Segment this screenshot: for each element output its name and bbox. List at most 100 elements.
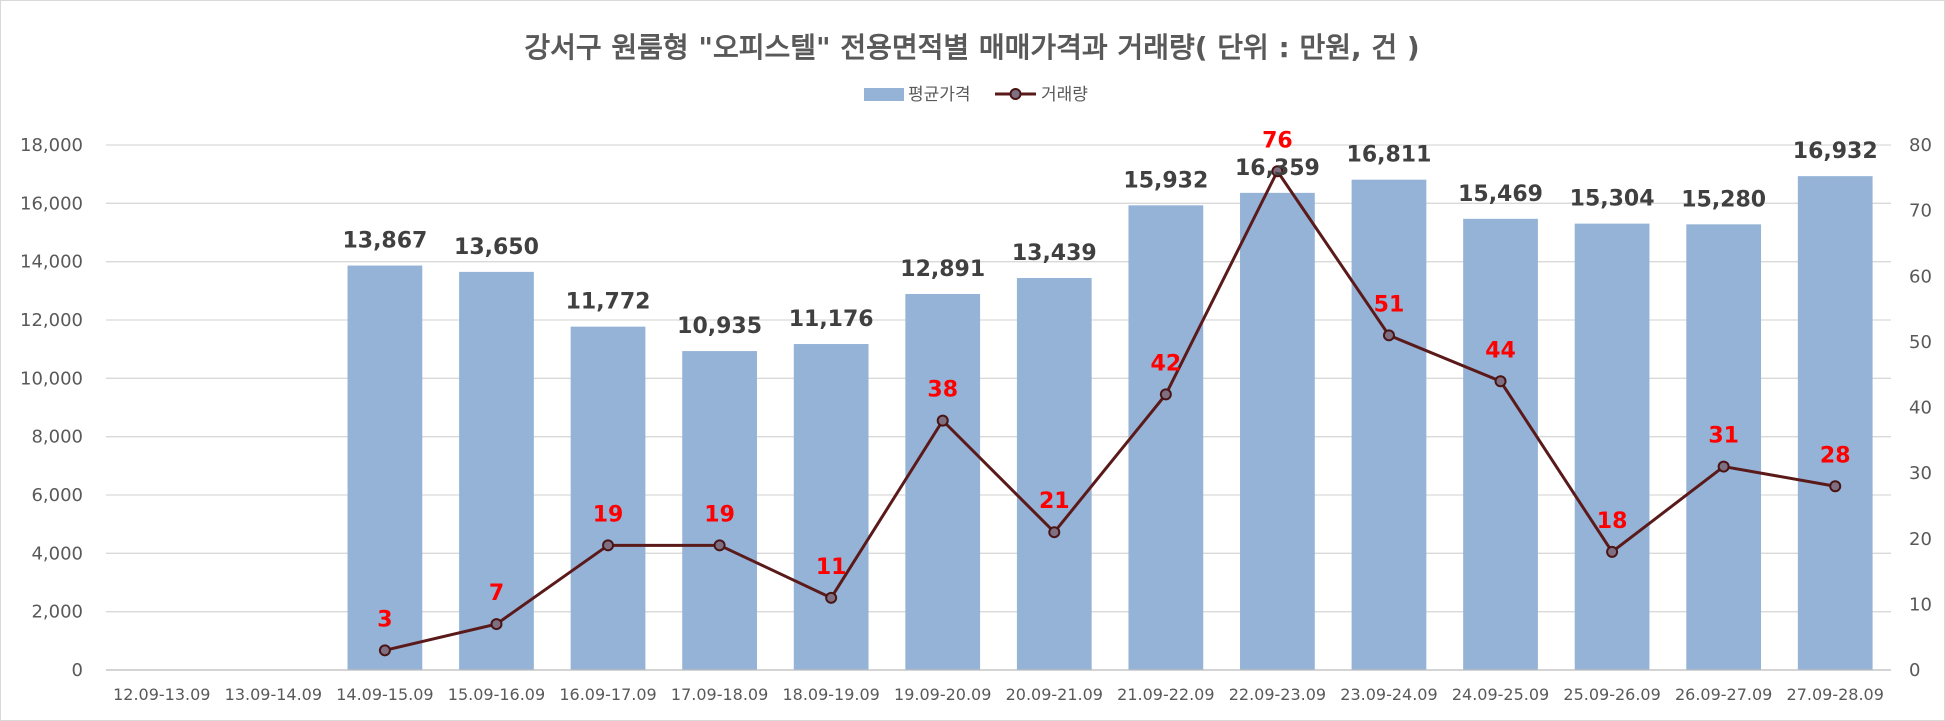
line-point [1382,329,1395,342]
y-left-tick-label: 10,000 [20,368,83,389]
y-left-tick-label: 18,000 [20,135,83,156]
line-point [936,414,949,427]
line-value-label: 7 [489,581,504,606]
x-tick-label: 24.09-25.09 [1452,685,1549,704]
y-left-tick-label: 14,000 [20,252,83,273]
line-point [1717,460,1730,473]
bar-value-label: 10,935 [677,314,762,339]
y-right-tick-label: 70 [1909,201,1932,222]
bar-value-label: 15,304 [1570,187,1655,212]
y-right-tick-label: 80 [1909,135,1932,156]
y-right-tick-label: 60 [1909,266,1932,287]
x-tick-label: 19.09-20.09 [894,685,991,704]
x-tick-label: 12.09-13.09 [113,685,210,704]
x-tick-label: 13.09-14.09 [225,685,322,704]
x-tick-label: 27.09-28.09 [1787,685,1884,704]
line-series [378,165,1842,657]
bar [1686,224,1762,671]
bar [682,351,757,670]
line-value-label: 19 [593,502,624,527]
legend: 평균가격 거래량 [864,85,1088,105]
x-axis: 12.09-13.09 13.09-14.09 14.09-15.09 15.09-1… [106,669,1891,704]
bar [1016,278,1092,670]
y-left-tick-label: 6,000 [31,485,83,506]
x-tick-label: 25.09-26.09 [1563,685,1660,704]
line-point [713,539,726,552]
chart-title: 강서구 원룸형 "오피스텔" 전용면적별 매매가격과 거래량( 단위 : 만원,… [524,31,1419,64]
bar-series [347,176,1873,671]
bar [1128,205,1204,671]
line-point [1494,375,1507,388]
x-tick-label: 14.09-15.09 [336,685,433,704]
y-right-tick-label: 30 [1909,463,1932,484]
line-data-labels: 3 7 19 19 11 38 21 42 76 51 44 18 31 28 [377,128,1850,632]
line-point [602,539,615,552]
y-left-tick-label: 2,000 [31,602,83,623]
line-value-label: 51 [1374,292,1405,317]
x-tick-label: 17.09-18.09 [671,685,768,704]
y-left-tick-label: 12,000 [20,310,83,331]
bar [905,294,981,670]
x-tick-label: 15.09-16.09 [448,685,545,704]
bar-data-labels: 13,867 13,650 11,772 10,935 11,176 12,891 13,4… [342,139,1877,339]
bar-value-label: 11,176 [789,307,874,332]
line-value-label: 11 [816,555,847,580]
line-path [384,168,1836,652]
x-tick-label: 16.09-17.09 [559,685,656,704]
x-tick-label: 23.09-24.09 [1340,685,1437,704]
line-value-label: 76 [1262,128,1293,153]
bar [570,326,646,670]
line-point [1048,526,1061,539]
bar-value-label: 16,811 [1347,143,1432,168]
bar-value-label: 11,772 [566,290,651,315]
bar [1574,223,1650,670]
legend-line-label: 거래량 [1041,85,1088,105]
line-point [1606,545,1619,558]
line-value-label: 44 [1485,338,1516,363]
x-tick-label: 22.09-23.09 [1229,685,1326,704]
line-point [378,644,391,657]
y-left-tick-label: 4,000 [31,543,83,564]
y-left-tick-label: 16,000 [20,193,83,214]
bar-value-label: 15,932 [1123,168,1208,193]
bar-value-label: 13,439 [1012,241,1097,266]
line-point [1159,388,1172,401]
bar-value-label: 13,867 [342,229,427,254]
bar-value-label: 15,469 [1458,182,1543,207]
line-value-label: 31 [1708,424,1739,449]
y-right-tick-label: 50 [1909,332,1932,353]
bar-value-label: 15,280 [1681,187,1766,212]
x-tick-label: 21.09-22.09 [1117,685,1214,704]
x-tick-label: 26.09-27.09 [1675,685,1772,704]
y-axis-right: 0 10 20 30 40 50 60 70 80 [1909,135,1932,681]
bar-value-label: 12,891 [900,257,985,282]
y-left-tick-label: 0 [72,660,83,681]
legend-bar-label: 평균가격 [908,85,971,105]
bar-value-label: 16,359 [1235,156,1320,181]
y-right-tick-label: 20 [1909,529,1932,550]
bar [347,265,423,670]
y-right-tick-label: 10 [1909,594,1932,615]
line-value-label: 42 [1151,351,1182,376]
bar [793,344,869,670]
line-point [825,591,838,604]
bar-value-label: 13,650 [454,235,539,260]
line-point [1829,480,1842,493]
line-value-label: 3 [377,607,392,632]
line-value-label: 19 [704,502,735,527]
line-point [490,618,503,631]
line-value-label: 18 [1597,509,1628,534]
x-tick-label: 20.09-21.09 [1006,685,1103,704]
legend-line-marker [1009,88,1022,100]
bar [1797,176,1873,670]
line-value-label: 38 [927,378,958,403]
bar [459,271,534,670]
bar [1240,192,1315,671]
x-tick-label: 18.09-19.09 [782,685,879,704]
line-value-label: 28 [1820,443,1851,468]
bar-value-label: 16,932 [1793,139,1878,164]
y-left-tick-label: 8,000 [31,427,83,448]
bar [1351,179,1427,670]
